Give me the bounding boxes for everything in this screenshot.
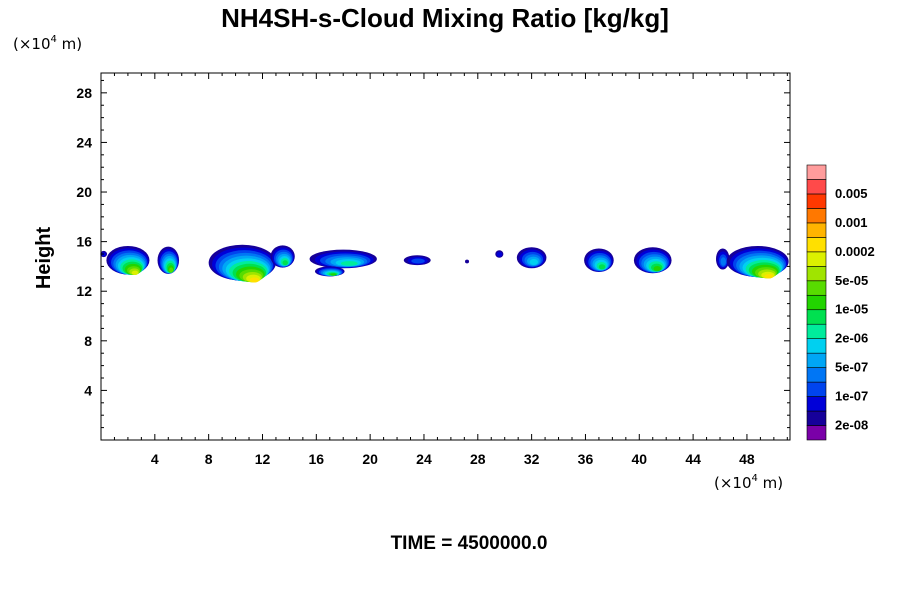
- colorbar-label: 0.0002: [835, 244, 875, 259]
- cloud-contour: [653, 265, 662, 272]
- colorbar-swatch: [806, 323, 827, 339]
- cloud-blob: [726, 245, 789, 279]
- x-tick-label: 28: [470, 451, 486, 467]
- colorbar-swatch: [806, 266, 827, 282]
- colorbar-swatch: [806, 280, 827, 296]
- cloud-blob: [157, 246, 180, 274]
- x-unit-exponent: 4: [752, 473, 758, 484]
- x-tick-label: 16: [309, 451, 325, 467]
- y-tick-label: 20: [76, 184, 92, 200]
- x-tick-label: 40: [631, 451, 647, 467]
- y-tick-label: 24: [76, 134, 92, 150]
- colorbar-swatch: [806, 338, 827, 354]
- y-unit-suffix: m): [57, 35, 82, 53]
- colorbar-label: 0.001: [835, 215, 868, 230]
- x-unit-prefix: (×10: [714, 474, 752, 492]
- cloud-blob: [106, 245, 150, 275]
- y-axis-label: Height: [33, 227, 55, 290]
- y-tick-label: 4: [84, 382, 92, 398]
- x-tick-label: 4: [151, 451, 159, 467]
- cloud-blob: [584, 248, 614, 272]
- cloud-contour: [496, 251, 503, 257]
- time-label: TIME = 4500000.0: [391, 533, 548, 554]
- colorbar-swatch: [806, 367, 827, 383]
- x-tick-label: 44: [685, 451, 701, 467]
- cloud-blob: [516, 247, 547, 269]
- colorbar: 2e-08 1e-07 5e-07 2e-06 1e-05 5e-05 0.0002 0.00…: [806, 164, 875, 441]
- colorbar-swatch: [806, 396, 827, 412]
- cloud-blob: [403, 255, 431, 266]
- colorbar-swatch: [806, 193, 827, 209]
- cloud-contour: [465, 259, 470, 264]
- cloud-contour: [529, 258, 539, 265]
- x-tick-label: 32: [524, 451, 540, 467]
- x-tick-label: 20: [362, 451, 378, 467]
- cloud-blob: [270, 245, 295, 268]
- colorbar-swatch: [806, 352, 827, 368]
- y-tick-label: 12: [76, 283, 92, 299]
- cloud-contour: [249, 277, 260, 283]
- cloud-blob: [715, 248, 730, 270]
- cloud-contour: [598, 264, 606, 270]
- colorbar-label: 0.005: [835, 186, 868, 201]
- cloud-contour: [131, 270, 139, 275]
- cloud-contour: [764, 274, 774, 279]
- cloud-contour: [169, 267, 174, 273]
- y-unit-prefix: (×10: [13, 35, 51, 53]
- y-tick-label: 8: [84, 333, 92, 349]
- colorbar-swatch: [806, 222, 827, 238]
- colorbar-swatch: [806, 251, 827, 267]
- cloud-blob: [314, 266, 345, 277]
- x-tick-label: 12: [255, 451, 271, 467]
- cloud-blob: [208, 244, 276, 283]
- colorbar-swatch: [806, 237, 827, 253]
- cloud-blob: [633, 247, 672, 274]
- colorbar-label: 2e-08: [835, 418, 868, 433]
- y-axis-unit: (×104 m): [13, 34, 82, 53]
- colorbar-swatch: [806, 164, 827, 180]
- y-axis: 4 8 12 16 20 24 28: [76, 79, 790, 429]
- x-tick-label: 48: [739, 451, 755, 467]
- colorbar-label: 5e-07: [835, 360, 868, 375]
- y-unit-exponent: 4: [51, 34, 57, 45]
- colorbar-swatch: [806, 425, 827, 441]
- colorbar-label: 5e-05: [835, 273, 868, 288]
- plot-frame: [100, 72, 791, 441]
- x-tick-label: 24: [416, 451, 432, 467]
- cloud-contour: [282, 260, 288, 266]
- x-axis: 4 8 12 16 20 24 28 32 36 40 44 48: [113, 73, 788, 467]
- colorbar-label: 2e-06: [835, 331, 868, 346]
- colorbar-swatch: [806, 208, 827, 224]
- colorbar-swatch: [806, 381, 827, 397]
- colorbar-swatch: [806, 309, 827, 325]
- colorbar-label: 1e-05: [835, 302, 868, 317]
- x-tick-label: 8: [205, 451, 213, 467]
- cloud-contour: [330, 273, 337, 276]
- x-axis-unit: (×104 m): [714, 473, 783, 492]
- colorbar-swatch: [806, 294, 827, 311]
- cloud-blob: [309, 249, 377, 269]
- colorbar-label: 1e-07: [835, 389, 868, 404]
- y-tick-label: 16: [76, 234, 92, 250]
- cloud-contour: [411, 258, 425, 264]
- cloud-field: [100, 244, 789, 283]
- x-tick-label: 36: [578, 451, 594, 467]
- x-unit-suffix: m): [758, 474, 783, 492]
- cloud-contour: [720, 257, 727, 266]
- cloud-blob: [495, 250, 504, 258]
- colorbar-swatch: [806, 179, 827, 195]
- cloud-blob: [465, 259, 470, 264]
- colorbar-swatch: [806, 410, 827, 426]
- chart-title: NH4SH-s-Cloud Mixing Ratio [kg/kg]: [221, 3, 669, 33]
- y-tick-label: 28: [76, 85, 92, 101]
- cloud-contour: [340, 261, 358, 266]
